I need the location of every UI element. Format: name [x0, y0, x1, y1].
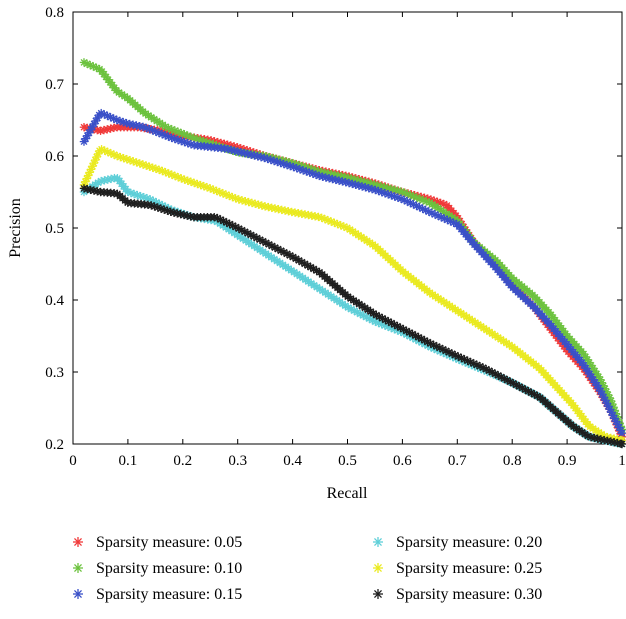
data-points: [80, 58, 626, 448]
x-tick-label: 0.2: [173, 453, 192, 469]
legend-entry: Sparsity measure: 0.15: [73, 586, 242, 603]
legend: Sparsity measure: 0.05 Sparsity measure: …: [73, 534, 542, 603]
legend-marker-icon: [373, 563, 383, 573]
x-tick-label: 0.1: [119, 453, 138, 469]
legend-label: Sparsity measure: 0.05: [96, 534, 242, 551]
x-axis-title: Recall: [327, 485, 368, 502]
data-point: [618, 429, 626, 437]
legend-marker-icon: [73, 589, 83, 599]
x-tick-label: 0.7: [448, 453, 467, 469]
y-tick-label: 0.2: [45, 437, 64, 453]
legend-marker-icon: [373, 589, 383, 599]
legend-entry: Sparsity measure: 0.20: [373, 534, 542, 551]
legend-marker-icon: [73, 563, 83, 573]
y-tick-label: 0.7: [45, 77, 64, 93]
x-tick-label: 0.9: [558, 453, 577, 469]
x-tick-label: 0.3: [228, 453, 247, 469]
data-point: [618, 440, 626, 448]
legend-label: Sparsity measure: 0.25: [396, 560, 542, 577]
legend-label: Sparsity measure: 0.20: [396, 534, 542, 551]
y-tick-label: 0.5: [45, 221, 64, 237]
x-tick-label: 0.6: [393, 453, 412, 469]
x-tick-label: 0: [69, 453, 77, 469]
x-tick-label: 0.8: [503, 453, 522, 469]
y-axis-title: Precision: [7, 198, 24, 258]
legend-label: Sparsity measure: 0.15: [96, 586, 242, 603]
x-tick-label: 0.4: [283, 453, 302, 469]
legend-label: Sparsity measure: 0.10: [96, 560, 242, 577]
legend-marker-icon: [373, 537, 383, 547]
legend-entry: Sparsity measure: 0.30: [373, 586, 542, 603]
x-tick-label: 0.5: [338, 453, 357, 469]
y-tick-label: 0.6: [45, 149, 64, 165]
series-3-points: [80, 109, 626, 437]
legend-label: Sparsity measure: 0.30: [396, 586, 542, 603]
legend-entry: Sparsity measure: 0.05: [73, 534, 242, 551]
y-tick-label: 0.4: [45, 293, 64, 309]
y-tick-label: 0.8: [45, 5, 64, 21]
legend-entry: Sparsity measure: 0.10: [73, 560, 242, 577]
x-tick-label: 1: [618, 453, 626, 469]
legend-entry: Sparsity measure: 0.25: [373, 560, 542, 577]
legend-marker-icon: [73, 537, 83, 547]
y-tick-label: 0.3: [45, 365, 64, 381]
